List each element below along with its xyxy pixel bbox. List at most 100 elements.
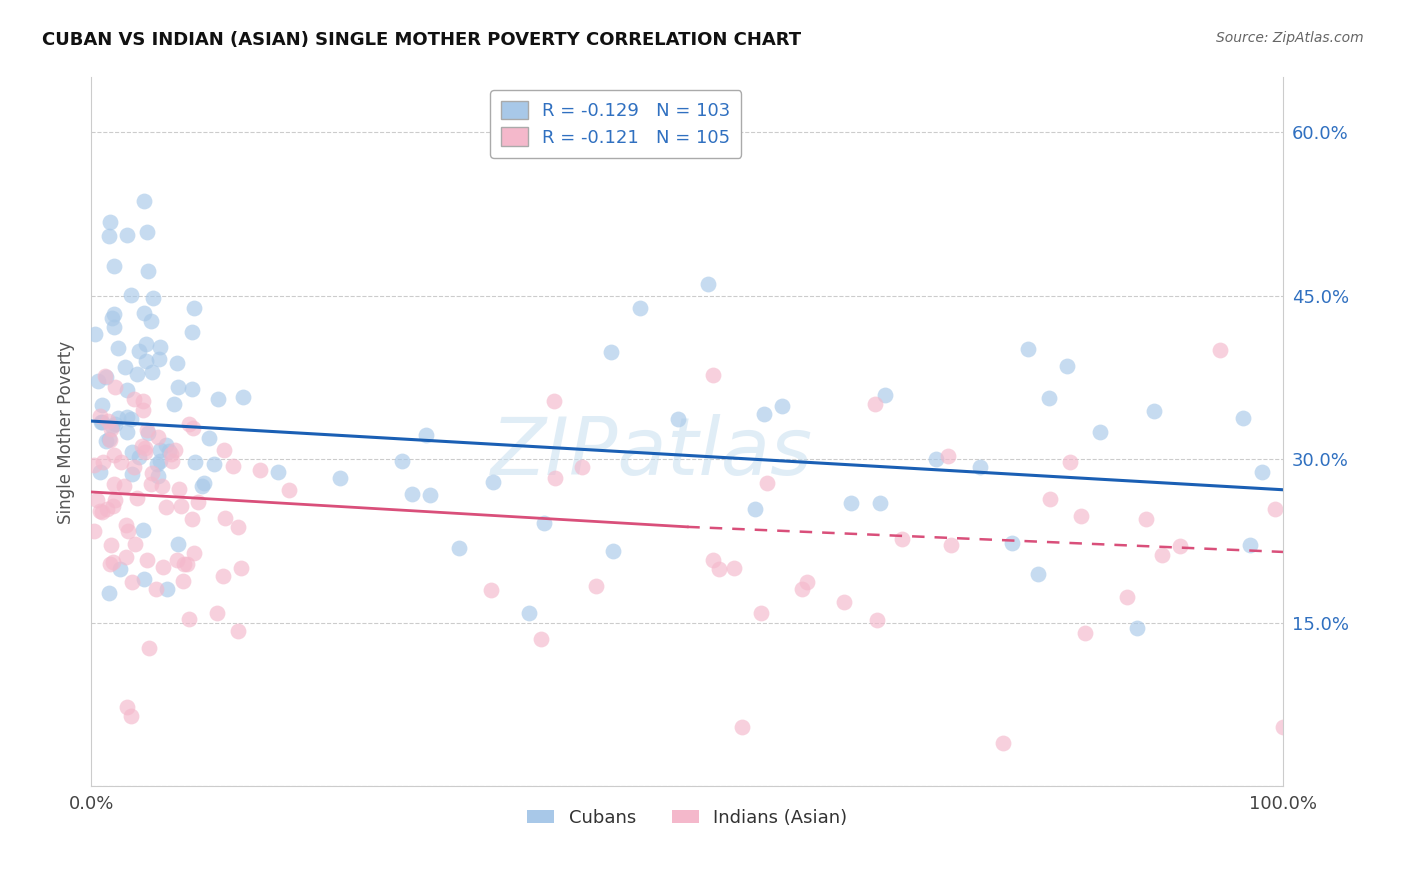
Point — [90, 369, 112, 384]
Point — [1070, 588, 1092, 602]
Point — [87, 409, 110, 424]
Point — [103, 496, 125, 510]
Point — [419, 428, 441, 442]
Point — [1168, 491, 1191, 505]
Point — [530, 465, 553, 479]
Point — [107, 435, 129, 450]
Point — [1250, 394, 1272, 409]
Point — [401, 603, 423, 617]
Point — [202, 294, 225, 309]
Point — [110, 459, 132, 474]
Y-axis label: Single Mother Poverty: Single Mother Poverty — [58, 341, 75, 524]
Point — [101, 289, 124, 303]
Point — [1017, 463, 1039, 477]
Point — [1056, 449, 1078, 463]
Legend: Cubans, Indians (Asian): Cubans, Indians (Asian) — [520, 802, 855, 834]
Point — [533, 377, 555, 392]
Point — [176, 464, 198, 478]
Point — [181, 215, 204, 229]
Point — [1232, 514, 1254, 528]
Point — [136, 558, 159, 573]
Point — [744, 383, 766, 397]
Point — [117, 378, 139, 392]
Point — [98, 228, 121, 243]
Point — [141, 426, 163, 441]
Point — [187, 612, 209, 626]
Point — [177, 458, 200, 473]
Point — [190, 228, 212, 243]
Point — [925, 277, 948, 291]
Point — [163, 555, 186, 569]
Point — [96, 444, 118, 458]
Point — [121, 514, 143, 528]
Point — [1000, 536, 1022, 550]
Point — [249, 562, 271, 576]
Point — [103, 529, 125, 543]
Point — [891, 462, 914, 476]
Point — [117, 459, 139, 474]
Point — [136, 454, 159, 468]
Point — [193, 410, 215, 425]
Point — [96, 369, 118, 384]
Point — [723, 475, 745, 489]
Point — [172, 482, 194, 496]
Point — [231, 564, 253, 578]
Point — [149, 584, 172, 599]
Point — [152, 699, 174, 714]
Point — [155, 341, 177, 355]
Point — [1125, 400, 1147, 414]
Point — [150, 498, 173, 512]
Point — [1208, 393, 1230, 408]
Point — [1116, 464, 1139, 478]
Point — [1039, 546, 1062, 560]
Point — [142, 460, 165, 475]
Point — [100, 485, 122, 500]
Point — [628, 428, 651, 442]
Point — [177, 543, 200, 558]
Text: ZIPatlas: ZIPatlas — [491, 414, 813, 492]
Point — [94, 409, 117, 424]
Point — [666, 498, 689, 512]
Point — [131, 475, 153, 489]
Point — [212, 564, 235, 578]
Point — [112, 428, 135, 442]
Point — [139, 442, 162, 457]
Point — [544, 436, 567, 450]
Point — [391, 442, 413, 457]
Point — [86, 447, 108, 461]
Point — [103, 365, 125, 379]
Point — [232, 368, 254, 383]
Point — [149, 454, 172, 468]
Point — [160, 508, 183, 522]
Point — [198, 264, 221, 278]
Point — [790, 635, 813, 649]
Point — [1272, 639, 1295, 653]
Point — [222, 446, 245, 460]
Point — [832, 530, 855, 544]
Point — [115, 492, 138, 507]
Point — [599, 316, 621, 330]
Point — [121, 574, 143, 589]
Point — [122, 460, 145, 475]
Point — [84, 416, 107, 430]
Point — [125, 506, 148, 520]
Point — [1038, 524, 1060, 538]
Point — [869, 315, 891, 329]
Point — [167, 413, 190, 427]
Point — [517, 461, 540, 475]
Point — [731, 582, 754, 596]
Point — [124, 556, 146, 570]
Point — [266, 384, 288, 399]
Point — [146, 310, 169, 324]
Point — [939, 560, 962, 574]
Point — [214, 481, 236, 495]
Point — [124, 564, 146, 578]
Point — [166, 266, 188, 280]
Point — [127, 384, 149, 398]
Point — [571, 513, 593, 527]
Point — [620, 481, 643, 495]
Point — [1239, 531, 1261, 545]
Point — [135, 361, 157, 376]
Point — [132, 455, 155, 469]
Point — [98, 419, 121, 434]
